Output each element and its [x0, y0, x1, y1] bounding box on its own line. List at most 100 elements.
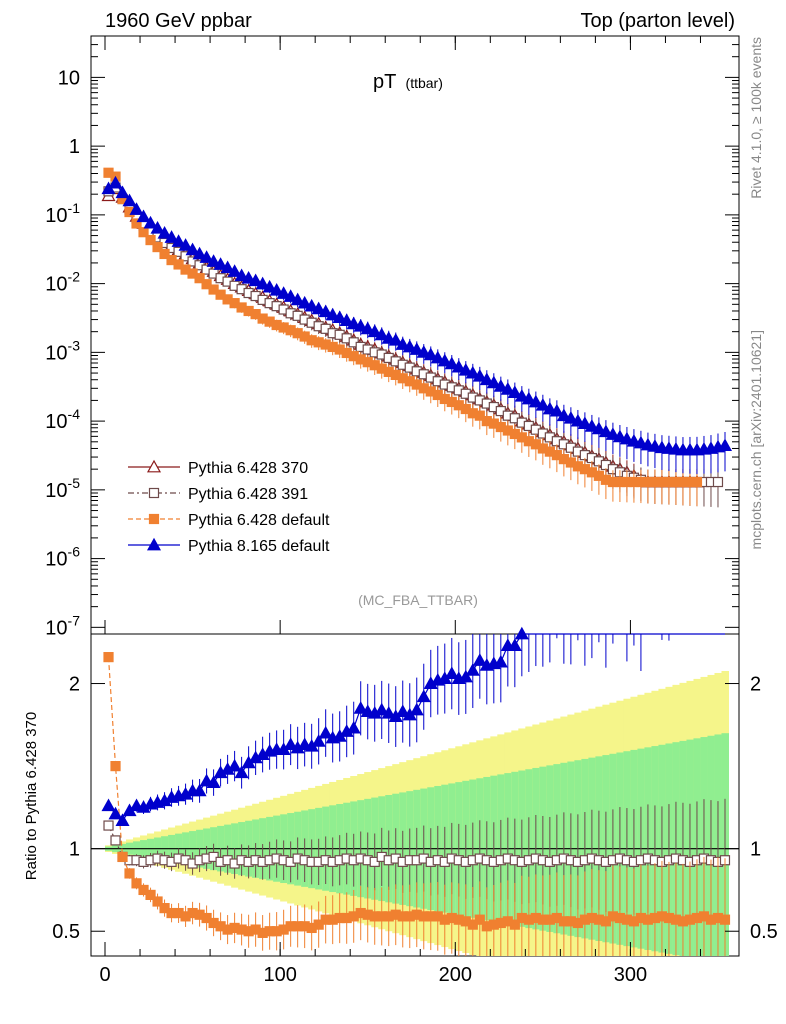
- ratio-point: [374, 702, 389, 716]
- ratio-y-tick-label-right: 0.5: [750, 921, 778, 943]
- data-point: [570, 413, 585, 427]
- data-point: [276, 286, 291, 299]
- y-tick-label: 10-2: [45, 269, 80, 296]
- data-point: [159, 248, 170, 260]
- data-point: [712, 476, 724, 488]
- data-point: [465, 365, 480, 379]
- ratio-point: [465, 663, 480, 676]
- data-point: [605, 427, 620, 440]
- x-tick-label: 100: [263, 964, 296, 986]
- data-point: [138, 227, 149, 238]
- data-point: [528, 394, 543, 408]
- legend-label: Pythia 6.428 391: [188, 486, 308, 503]
- plot-title: pT (ttbar): [373, 71, 443, 93]
- ratio-point: [381, 706, 396, 719]
- data-point: [145, 234, 156, 246]
- data-point: [241, 270, 256, 284]
- ratio-point: [124, 868, 135, 879]
- data-point: [507, 385, 522, 398]
- ratio-ylabel: Ratio to Pythia 6.428 370: [23, 712, 40, 880]
- data-point: [136, 209, 151, 223]
- ratio-point: [103, 652, 114, 663]
- data-point: [213, 257, 228, 270]
- data-point: [180, 251, 191, 262]
- data-point: [367, 324, 382, 338]
- data-point: [248, 273, 263, 287]
- data-point: [584, 419, 599, 432]
- watermark: (MC_FBA_TTBAR): [358, 592, 478, 608]
- legend-label: Pythia 8.165 default: [188, 538, 330, 555]
- series-2: [103, 167, 703, 507]
- data-point: [115, 185, 130, 199]
- data-point: [395, 337, 410, 350]
- data-point: [549, 403, 564, 417]
- ratio-point: [103, 820, 114, 831]
- y-tick-label: 10: [58, 67, 80, 89]
- data-point: [402, 339, 417, 353]
- data-point: [304, 298, 319, 312]
- data-point: [122, 193, 137, 207]
- data-point: [234, 268, 249, 282]
- data-point: [171, 234, 186, 247]
- data-point: [353, 318, 368, 332]
- legend-marker: [146, 537, 162, 551]
- ratio-point: [509, 919, 520, 930]
- mcplots-label: mcplots.cern.ch [arXiv:2401.10621]: [748, 330, 764, 549]
- data-point: [297, 295, 312, 309]
- ratio-point: [145, 889, 156, 901]
- y-tick-label: 10-5: [45, 475, 80, 502]
- data-point: [194, 273, 205, 284]
- ratio-point: [108, 806, 123, 820]
- data-point: [486, 375, 501, 389]
- ratio-point: [131, 878, 142, 889]
- data-point: [521, 391, 536, 405]
- ratio-point: [311, 734, 326, 747]
- data-point: [220, 260, 235, 274]
- data-point: [451, 359, 466, 373]
- ratio-point: [110, 761, 121, 772]
- data-point: [472, 368, 487, 382]
- data-point: [206, 254, 221, 267]
- data-point: [318, 304, 333, 318]
- data-point: [199, 250, 214, 263]
- data-point: [255, 276, 270, 290]
- data-point: [598, 424, 613, 438]
- data-point: [717, 438, 733, 452]
- ratio-y-tick-label-right: 2: [750, 674, 761, 696]
- data-point: [173, 259, 184, 270]
- data-point: [325, 307, 340, 321]
- y-tick-label: 10-4: [45, 406, 80, 433]
- x-tick-label: 0: [99, 964, 110, 986]
- legend-marker: [148, 513, 160, 525]
- ratio-point: [101, 798, 116, 812]
- y-tick-label: 10-7: [45, 612, 80, 639]
- data-point: [444, 356, 459, 370]
- data-point: [262, 279, 277, 293]
- data-point: [339, 313, 354, 326]
- axes: 0 100 200 300 10 1 10-1 10-2 10-3 10-4 10-5 10-6 10-…: [45, 35, 778, 986]
- data-point: [493, 379, 508, 392]
- data-point: [423, 347, 438, 361]
- ratio-point: [206, 775, 221, 789]
- ratio-point: [192, 783, 207, 797]
- legend: Pythia 6.428 370 Pythia 6.428 391 Pythia 6…: [128, 459, 330, 555]
- ratio-y-tick-label-right: 1: [750, 839, 761, 861]
- main-plot-area: [101, 167, 733, 508]
- data-point: [185, 242, 200, 256]
- plot-title-main: pT: [373, 71, 396, 93]
- data-point: [360, 321, 375, 335]
- data-point: [500, 382, 515, 395]
- y-tick-label: 10-6: [45, 544, 80, 571]
- data-point: [430, 350, 445, 364]
- data-point: [201, 279, 212, 290]
- ratio-point: [514, 626, 529, 640]
- data-point: [458, 362, 473, 376]
- ratio-point: [117, 851, 128, 863]
- data-point: [131, 218, 142, 229]
- data-point: [619, 431, 634, 445]
- ratio-point: [283, 737, 298, 751]
- ratio-series-2: [101, 626, 725, 826]
- data-point: [164, 230, 179, 243]
- data-point: [311, 301, 326, 315]
- data-point: [409, 342, 424, 355]
